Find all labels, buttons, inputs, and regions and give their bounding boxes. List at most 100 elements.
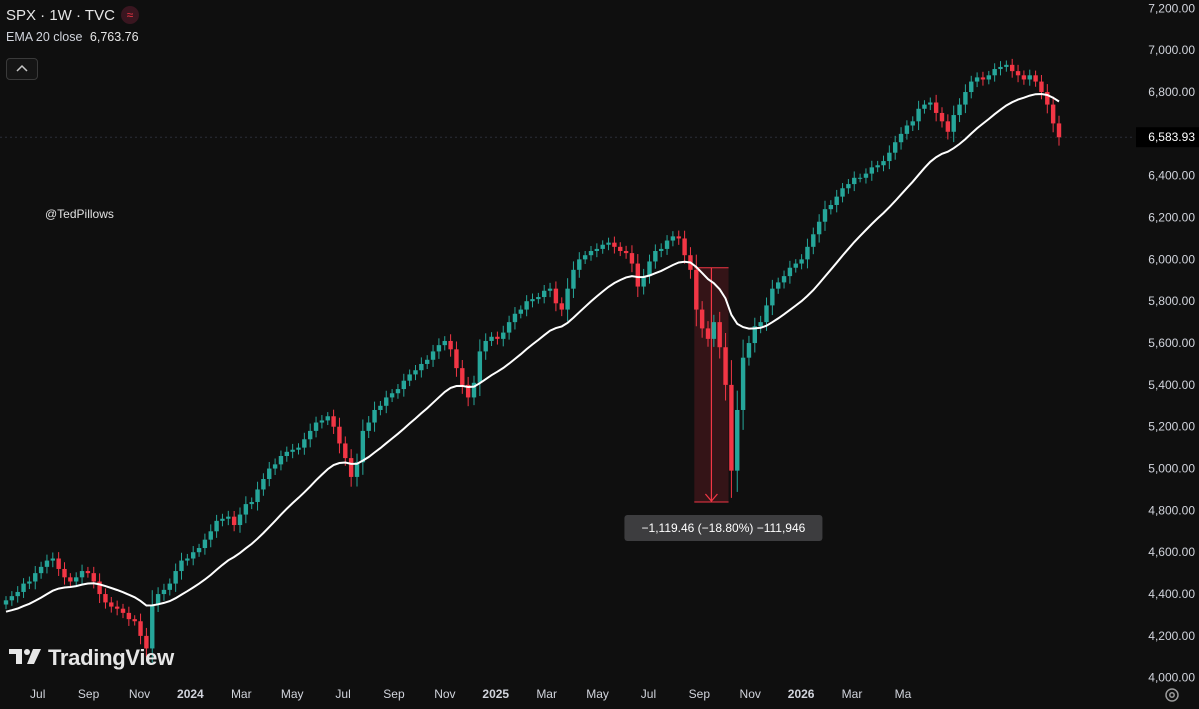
collapse-legend-button[interactable] bbox=[6, 58, 38, 80]
candle-body bbox=[33, 573, 38, 582]
candle bbox=[471, 375, 477, 406]
time-axis[interactable]: Jul Sep Nov 2024 Mar May Jul Sep Nov 2025 Mar May Ju… bbox=[30, 687, 912, 701]
candle bbox=[91, 566, 96, 589]
price-tick-label: 6,400.00 bbox=[1148, 169, 1195, 183]
tradingview-logo[interactable]: TradingView bbox=[8, 645, 174, 671]
candle bbox=[196, 543, 202, 557]
candle bbox=[939, 107, 945, 128]
candle bbox=[811, 227, 816, 255]
candle bbox=[787, 260, 793, 284]
candle-body bbox=[79, 571, 85, 578]
candle-body bbox=[957, 104, 962, 116]
candle bbox=[161, 583, 167, 601]
candle bbox=[887, 145, 892, 170]
candle bbox=[793, 259, 798, 273]
candle bbox=[1045, 84, 1050, 114]
candle bbox=[348, 449, 354, 487]
candle bbox=[337, 417, 342, 454]
symbol-title[interactable]: SPX · 1W · TVC bbox=[6, 6, 115, 24]
candle bbox=[495, 331, 500, 345]
data-status-icon[interactable]: ≈ bbox=[120, 6, 139, 24]
time-tick-label: Mar bbox=[536, 687, 557, 701]
candle-body bbox=[191, 552, 196, 559]
price-axis[interactable]: 4,000.00 4,200.00 4,400.00 4,600.00 4,800.00… bbox=[1136, 1, 1199, 685]
candle bbox=[272, 458, 278, 475]
candle-body bbox=[805, 246, 810, 260]
candle-body bbox=[793, 263, 798, 268]
candle-body bbox=[828, 204, 834, 210]
candle bbox=[945, 114, 951, 140]
candle-body bbox=[512, 313, 518, 323]
candle bbox=[752, 317, 757, 353]
indicator-label[interactable]: EMA 20 close bbox=[6, 30, 83, 44]
candle bbox=[664, 235, 670, 255]
candle bbox=[167, 578, 172, 596]
candle-body bbox=[1021, 75, 1027, 80]
candle-body bbox=[296, 447, 301, 450]
candle bbox=[454, 341, 459, 377]
candle bbox=[524, 295, 529, 317]
range-measure-tool[interactable] bbox=[694, 267, 729, 503]
candle-body bbox=[606, 242, 611, 245]
candle bbox=[904, 120, 910, 140]
candle-body bbox=[477, 351, 483, 383]
ema-20-line bbox=[5, 92, 1060, 613]
candle-body bbox=[980, 77, 986, 80]
price-tick-label: 6,200.00 bbox=[1148, 211, 1195, 225]
candle-body bbox=[799, 259, 804, 264]
candle-body bbox=[331, 416, 336, 427]
candle-body bbox=[489, 336, 494, 341]
candle-body bbox=[618, 246, 623, 252]
candle bbox=[249, 497, 254, 510]
candle bbox=[302, 432, 307, 455]
candle bbox=[68, 573, 73, 587]
candle bbox=[278, 450, 284, 471]
candle-body bbox=[91, 573, 96, 582]
candle bbox=[483, 333, 488, 360]
candle bbox=[103, 588, 108, 609]
candle-body bbox=[974, 77, 980, 82]
candle bbox=[214, 514, 219, 538]
time-tick-label: Jul bbox=[641, 687, 656, 701]
candle-body bbox=[524, 301, 529, 310]
time-tick-label: Sep bbox=[383, 687, 405, 701]
candle-body bbox=[272, 464, 278, 469]
candle-body bbox=[267, 468, 272, 480]
candle bbox=[916, 100, 921, 131]
candle bbox=[1056, 115, 1062, 146]
candle-body bbox=[150, 604, 155, 649]
time-tick-label: Mar bbox=[842, 687, 863, 701]
candle bbox=[682, 230, 687, 264]
candle-body bbox=[542, 290, 547, 298]
candle bbox=[419, 357, 424, 378]
candle bbox=[120, 603, 126, 619]
candle-body bbox=[38, 566, 44, 574]
candle-body bbox=[559, 303, 564, 310]
candle-body bbox=[963, 92, 968, 105]
chart-settings-button[interactable] bbox=[1163, 686, 1181, 704]
candle-body bbox=[664, 240, 670, 249]
candle bbox=[150, 590, 155, 665]
candle bbox=[114, 600, 120, 616]
candle bbox=[3, 596, 9, 610]
candle-body bbox=[21, 583, 26, 592]
candle-body bbox=[144, 635, 149, 649]
price-tick-label: 5,400.00 bbox=[1148, 378, 1195, 392]
candle-body bbox=[922, 104, 927, 109]
candle bbox=[840, 183, 845, 203]
ema-line bbox=[5, 92, 1060, 613]
candle bbox=[553, 281, 559, 312]
candle bbox=[653, 244, 658, 269]
candle bbox=[179, 552, 184, 580]
candle bbox=[202, 533, 208, 555]
candle-body bbox=[126, 612, 132, 620]
candle bbox=[612, 236, 617, 254]
candle-body bbox=[343, 443, 348, 459]
candle bbox=[986, 70, 991, 85]
price-tick-label: 7,000.00 bbox=[1148, 43, 1195, 57]
candle-body bbox=[155, 594, 161, 605]
price-tick-label: 5,000.00 bbox=[1148, 462, 1195, 476]
candle bbox=[711, 314, 717, 347]
candle-body bbox=[389, 393, 395, 398]
